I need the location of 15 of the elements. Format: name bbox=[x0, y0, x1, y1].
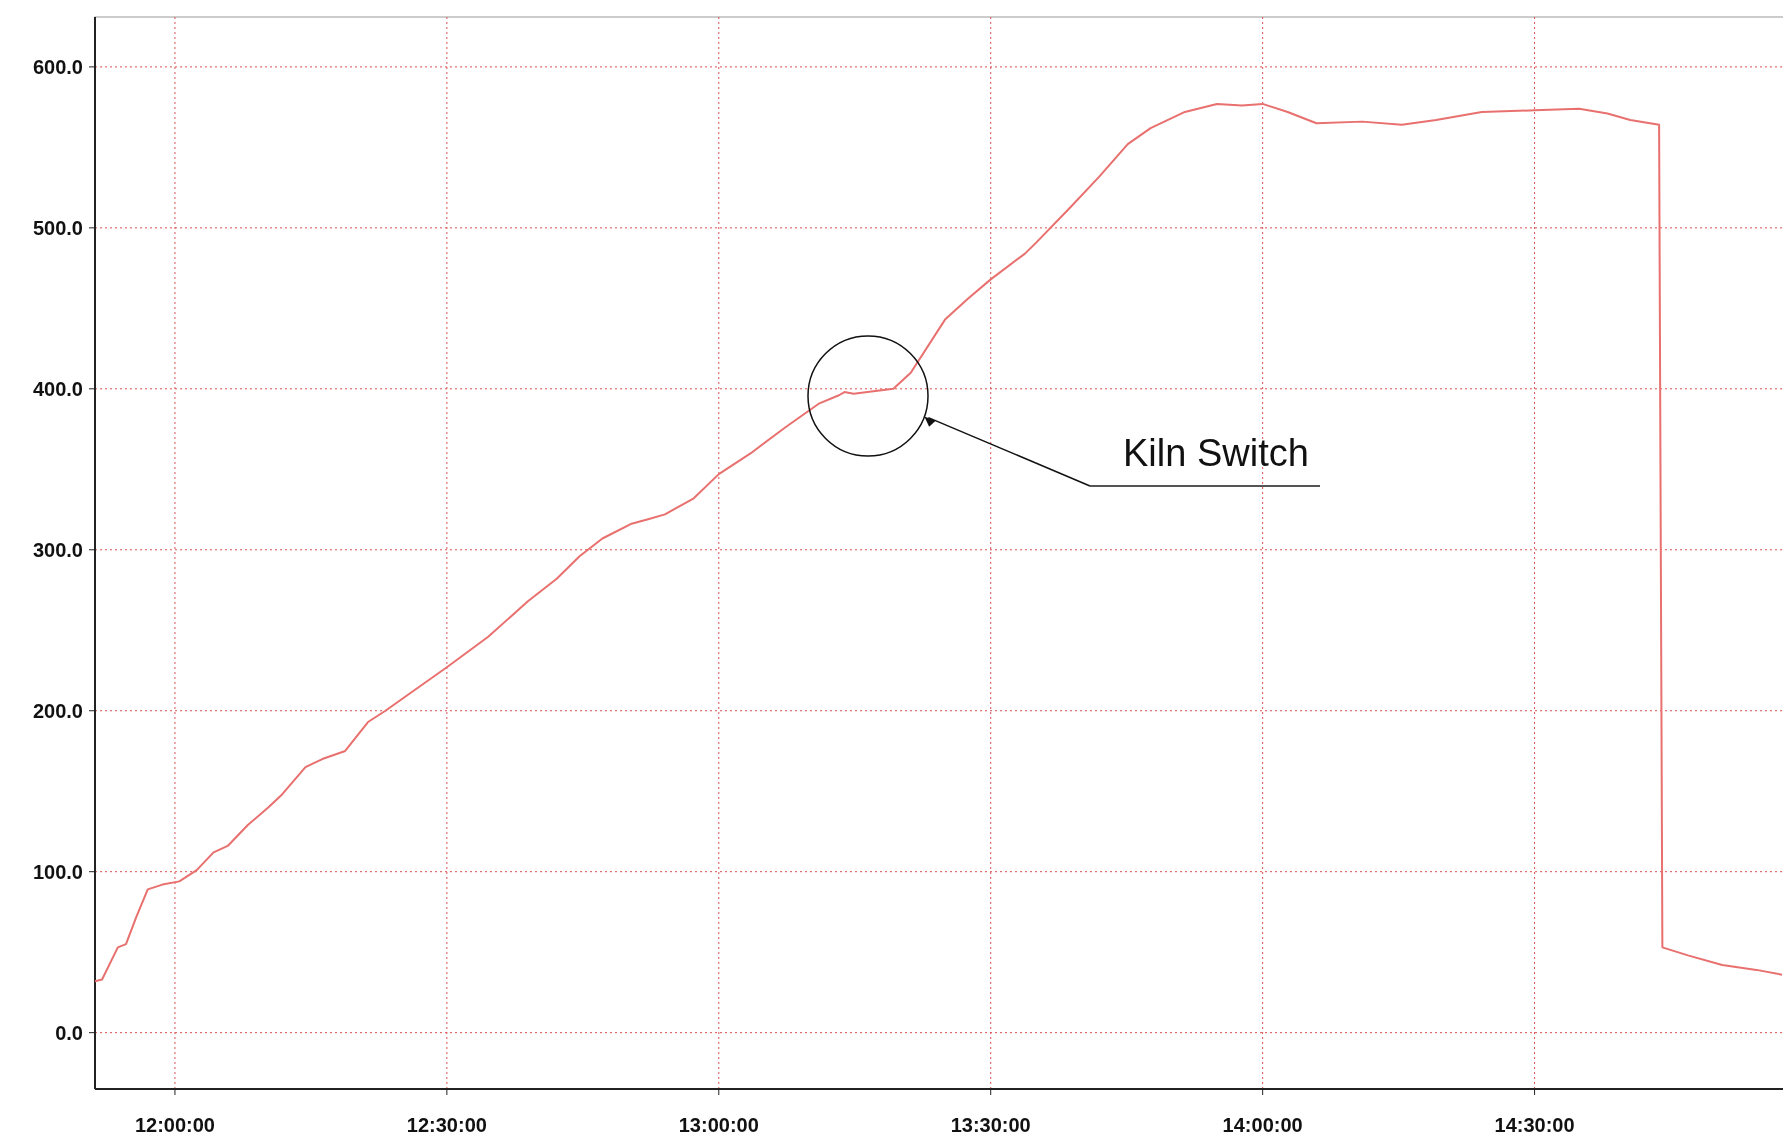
annotation: Kiln Switch bbox=[1123, 432, 1309, 474]
x-tick-label: 14:00:00 bbox=[1222, 1114, 1303, 1136]
x-tick-label: 13:00:00 bbox=[678, 1114, 759, 1136]
y-tick-label: 500.0 bbox=[32, 216, 83, 239]
y-tick-label: 0.0 bbox=[55, 1021, 83, 1044]
y-tick-label: 600.0 bbox=[32, 55, 83, 78]
y-tick-label: 200.0 bbox=[32, 699, 83, 722]
y-tick-label: 400.0 bbox=[32, 377, 83, 400]
line-series bbox=[94, 102, 1783, 983]
x-tick-label: 12:30:00 bbox=[406, 1114, 487, 1136]
x-tick-label: 12:00:00 bbox=[134, 1114, 215, 1136]
y-tick-label: 300.0 bbox=[32, 538, 83, 561]
x-tick-label: 13:30:00 bbox=[950, 1114, 1031, 1136]
y-tick-label: 100.0 bbox=[32, 860, 83, 883]
x-tick-label: 14:30:00 bbox=[1494, 1114, 1575, 1136]
